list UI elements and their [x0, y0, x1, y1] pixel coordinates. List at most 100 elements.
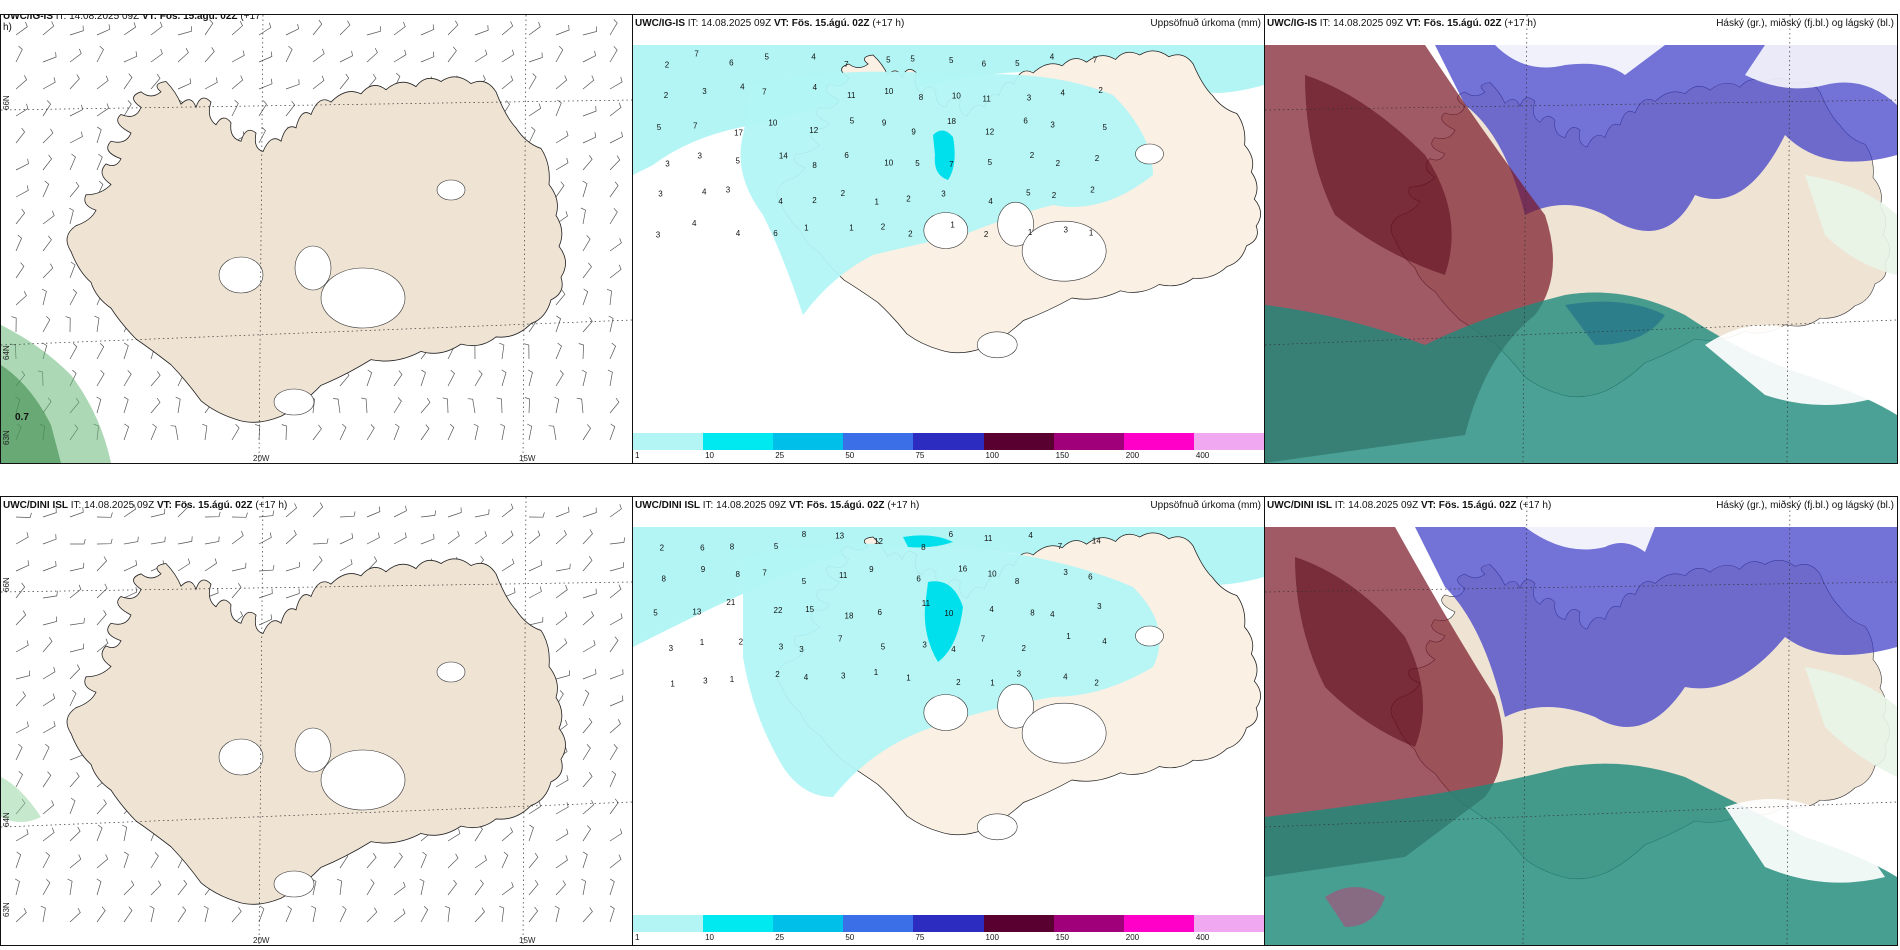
mid-cloud-area: [1435, 45, 1897, 231]
wind-barb: [333, 398, 341, 414]
wind-barb: [42, 210, 55, 225]
wind-barb: [42, 263, 54, 279]
precip-value-label: 13: [692, 607, 701, 616]
colorbar-swatch: [1193, 433, 1264, 450]
glacier: [320, 749, 406, 811]
wind-barb: [42, 77, 56, 90]
precip-value-label: 11: [983, 94, 992, 103]
precip-value-label: 6: [700, 544, 705, 553]
precip-value-label: 3: [1064, 225, 1069, 234]
wind-barb: [555, 315, 562, 333]
wind-barb: [312, 538, 329, 545]
wind-barb: [15, 907, 27, 923]
wind-barb: [555, 211, 568, 225]
wind-barb: [339, 423, 347, 441]
wind-barb: [609, 905, 615, 923]
wind-barb: [366, 506, 381, 518]
wind-barb: [123, 851, 129, 869]
precip-value-label: 1: [730, 675, 735, 684]
precip-core: [933, 130, 955, 180]
precip-value-label: 21: [726, 598, 735, 607]
wind-barb: [609, 76, 623, 90]
precip-value-label: 6: [878, 608, 883, 617]
wind-barb: [42, 180, 50, 198]
wind-barb: [339, 73, 350, 90]
wind-barb: [96, 103, 110, 117]
wind-barb: [582, 26, 597, 36]
wind-barb: [170, 425, 179, 441]
lat-label-66n: 66N: [2, 95, 11, 110]
wind-barb: [15, 532, 29, 545]
wind-barb: [555, 563, 571, 572]
wind-barb: [582, 507, 597, 518]
panel-cloud-dini: UWC/DINI ISL IT: 14.08.2025 09Z VT: Fös.…: [1264, 496, 1898, 946]
wind-barb: [339, 50, 353, 63]
wind-barb: [609, 719, 621, 734]
wind-barb: [42, 800, 55, 815]
wind-barb: [312, 19, 323, 36]
wind-barb: [474, 25, 489, 36]
wind-barb: [177, 502, 189, 518]
wind-barb: [582, 155, 593, 171]
wind-barb: [447, 879, 457, 896]
precip-value-label: 6: [1023, 117, 1028, 126]
wind-barb: [68, 207, 74, 225]
wind-barb: [393, 49, 407, 63]
wind-barb: [582, 106, 597, 117]
wind-barb: [69, 288, 78, 306]
precip-value-label: 9: [701, 565, 706, 574]
wind-barb: [548, 425, 557, 441]
panel-cloud-igis: UWC/IG-IS IT: 14.08.2025 09Z VT: Fös. 15…: [1264, 14, 1898, 464]
wind-barb: [609, 854, 622, 869]
wind-barb: [15, 829, 29, 842]
colorbar-swatch: [1053, 915, 1125, 932]
wind-barb: [501, 21, 514, 36]
wind-barb: [607, 369, 613, 387]
wind-barb: [555, 75, 568, 90]
wind-barb: [339, 559, 353, 572]
precip-value-label: 2: [1094, 678, 1099, 687]
precip-value-label: 5: [1015, 59, 1020, 68]
max-annotation: 0.7: [15, 412, 29, 423]
wind-barb: [96, 370, 105, 387]
colorbar-swatch: [703, 915, 775, 932]
precip-value-label: 5: [949, 56, 954, 65]
wind-barb: [96, 538, 113, 545]
colorbar-swatch: [983, 915, 1055, 932]
precip-colorbar: 1 10 25 50 75 100 150 200 400: [633, 433, 1264, 463]
wind-barb: [69, 181, 80, 198]
wind-barb: [123, 73, 133, 90]
precip-value-label: 2: [1090, 185, 1095, 194]
wind-barb: [15, 721, 29, 734]
wind-barb: [555, 775, 569, 788]
wind-barb: [15, 234, 23, 252]
wind-barb: [555, 289, 566, 306]
gridline: [1, 581, 632, 593]
wind-barb: [150, 423, 157, 441]
wind-barb: [42, 771, 52, 788]
precip-value-label: 5: [850, 117, 855, 126]
panel-precip-igis: UWC/IG-IS IT: 14.08.2025 09Z VT: Fös. 15…: [632, 14, 1265, 464]
precip-value-label: 8: [730, 543, 735, 552]
precip-value-label: 5: [765, 53, 770, 62]
wind-barb: [496, 397, 503, 414]
precip-value-label: 5: [774, 542, 779, 551]
precip-value-label: 8: [921, 543, 926, 552]
wind-barb: [420, 398, 431, 414]
wind-barb: [420, 424, 430, 441]
wind-barb: [15, 75, 28, 90]
precip-value-label: 10: [988, 570, 997, 579]
wind-barb: [42, 316, 51, 333]
precip-value-label: 4: [1050, 52, 1055, 61]
precip-colorbar: 1 10 25 50 75 100 150 200 400: [633, 915, 1264, 945]
wind-barb: [150, 398, 161, 414]
wind-barb: [69, 74, 80, 90]
precip-value-label: 2: [906, 195, 911, 204]
wind-map: 20W 15W 66N 64N 63N: [1, 497, 632, 945]
precip-value-label: 9: [911, 128, 916, 137]
wind-barb: [528, 906, 539, 923]
wind-barb: [420, 851, 427, 869]
wind-barb: [609, 19, 618, 36]
precip-value-label: 3: [669, 644, 674, 653]
